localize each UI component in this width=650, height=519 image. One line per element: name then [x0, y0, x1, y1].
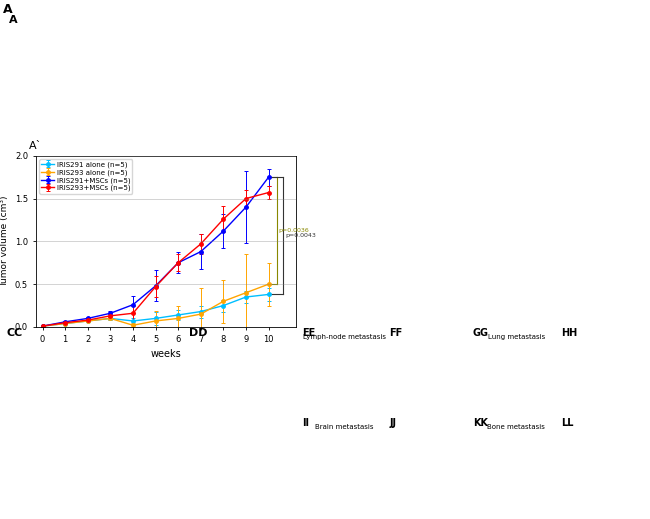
Text: Bone metastasis: Bone metastasis — [488, 424, 545, 430]
Text: DD: DD — [190, 328, 208, 338]
X-axis label: weeks: weeks — [150, 349, 181, 359]
Text: p=0.0036: p=0.0036 — [278, 228, 309, 233]
Text: IRISOE alone: IRISOE alone — [345, 18, 406, 27]
Text: IRISOE + MSCs: IRISOE + MSCs — [525, 18, 594, 27]
Text: GG: GG — [473, 328, 489, 338]
Text: Lymph-node metastasis: Lymph-node metastasis — [303, 334, 385, 339]
Text: Lung metastasis: Lung metastasis — [488, 334, 545, 339]
Text: JJ: JJ — [389, 418, 396, 428]
Text: FF: FF — [389, 328, 402, 338]
Text: A: A — [9, 15, 18, 25]
Text: EE: EE — [302, 328, 316, 338]
Text: Brain metastasis: Brain metastasis — [315, 424, 374, 430]
Text: CC: CC — [6, 328, 23, 338]
Y-axis label: Tumor volume (cm³): Tumor volume (cm³) — [1, 196, 10, 287]
Text: KK: KK — [473, 418, 488, 428]
Text: HH: HH — [562, 328, 578, 338]
Legend: IRIS291 alone (n=5), IRIS293 alone (n=5), IRIS291+MSCs (n=5), IRIS293+MSCs (n=5): IRIS291 alone (n=5), IRIS293 alone (n=5)… — [39, 159, 133, 194]
Text: II: II — [302, 418, 309, 428]
Text: A: A — [3, 3, 13, 16]
Text: p=0.0043: p=0.0043 — [285, 233, 316, 238]
Text: A`: A` — [29, 141, 42, 151]
Text: LL: LL — [562, 418, 574, 428]
